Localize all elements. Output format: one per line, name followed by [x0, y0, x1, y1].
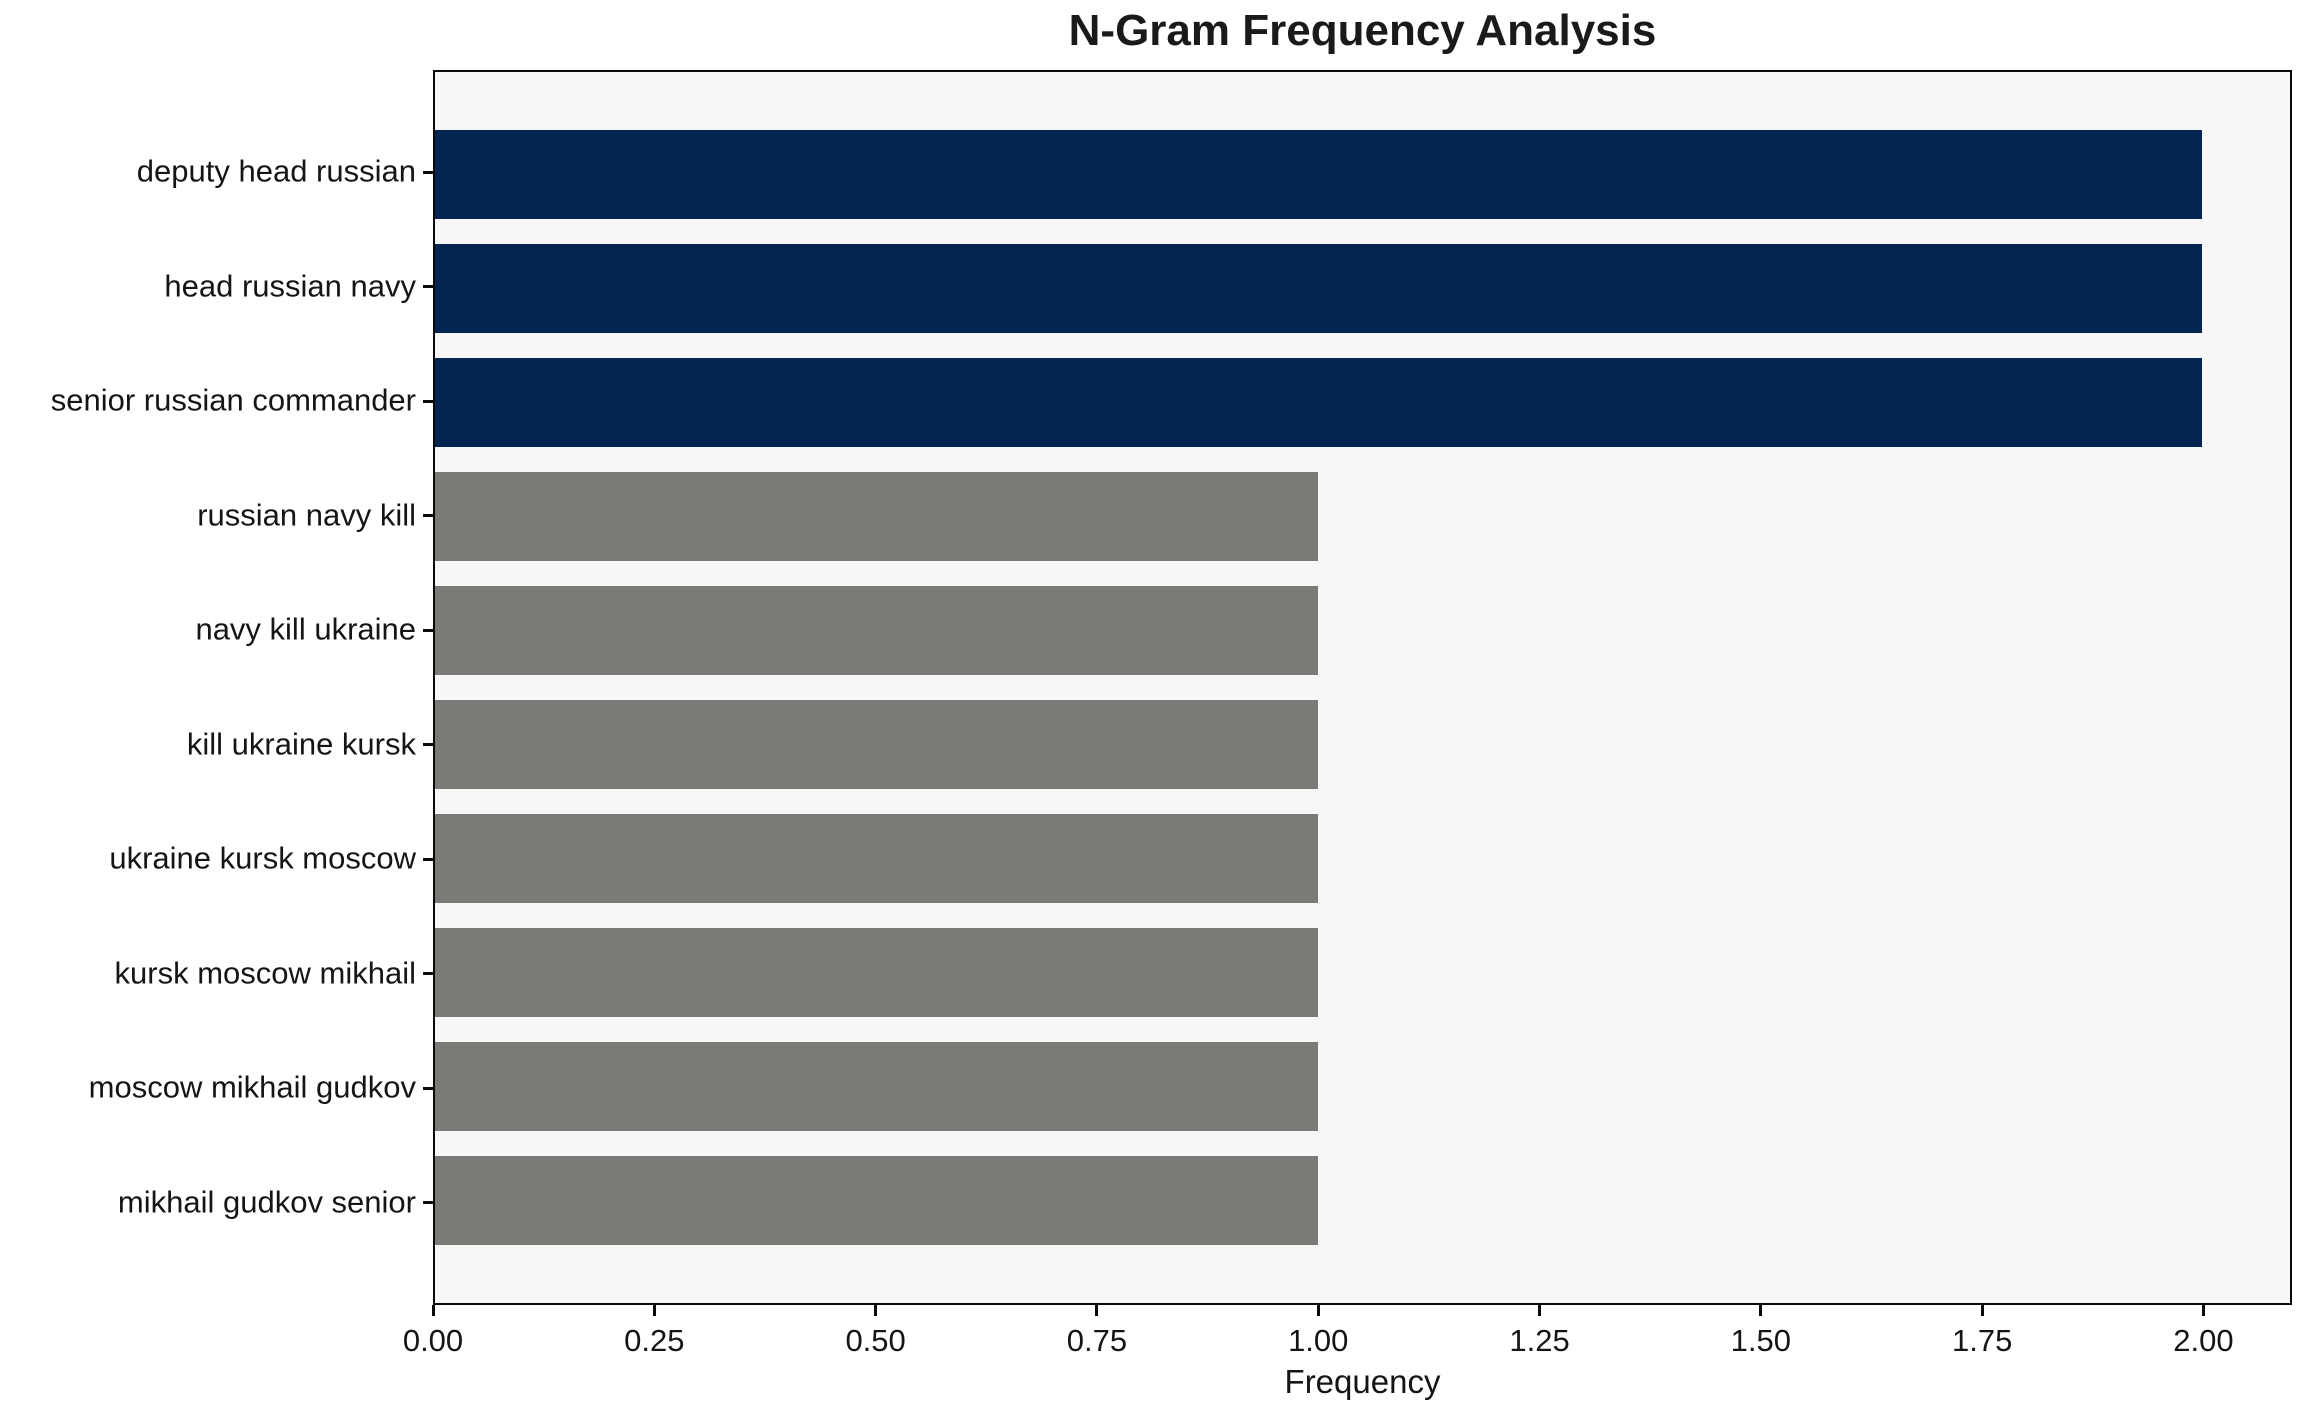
bar-row: [435, 1144, 2290, 1258]
bar: [435, 700, 1319, 790]
y-tick-mark: [423, 285, 433, 289]
y-tick-mark: [423, 1086, 433, 1090]
y-tick-mark: [423, 857, 433, 861]
x-axis-title: Frequency: [1284, 1363, 1441, 1400]
x-tick-mark: [2201, 1305, 2205, 1316]
bar: [435, 1156, 1319, 1246]
y-tick-label: navy kill ukraine: [195, 611, 416, 647]
y-tick-mark: [423, 399, 433, 403]
bar: [435, 585, 1319, 675]
y-tick-label: kursk moscow mikhail: [114, 955, 416, 991]
y-tick-mark: [423, 743, 433, 747]
bar-row: [435, 117, 2290, 231]
y-tick-mark: [423, 628, 433, 632]
y-tick-label: kill ukraine kursk: [186, 726, 416, 762]
x-tick-label: 0.25: [624, 1323, 685, 1358]
y-tick-label: senior russian commander: [50, 382, 416, 418]
x-tick-label: 1.75: [1951, 1323, 2013, 1358]
y-tick-label: russian navy kill: [197, 497, 416, 533]
y-tick-label: moscow mikhail gudkov: [88, 1069, 416, 1105]
y-tick-label: ukraine kursk moscow: [109, 840, 416, 876]
x-tick-label: 0.00: [402, 1323, 464, 1358]
bar-row: [435, 459, 2290, 573]
bar: [435, 928, 1319, 1018]
x-tick-mark: [652, 1305, 656, 1316]
bar: [435, 357, 2202, 447]
x-tick-label: 2.00: [2173, 1323, 2234, 1358]
x-tick-mark: [1316, 1305, 1320, 1316]
x-tick-label: 0.75: [1066, 1323, 1128, 1358]
x-tick-mark: [1980, 1305, 1984, 1316]
bar-row: [435, 231, 2290, 345]
bar: [435, 471, 1319, 561]
bar-row: [435, 916, 2290, 1030]
y-tick-label: head russian navy: [164, 268, 416, 304]
x-tick-mark: [874, 1305, 878, 1316]
bars-container: [435, 72, 2290, 1303]
chart-title: N-Gram Frequency Analysis: [1068, 6, 1657, 55]
y-tick-label: mikhail gudkov senior: [117, 1184, 416, 1220]
x-tick-label: 0.50: [845, 1323, 906, 1358]
bar: [435, 1042, 1319, 1132]
x-tick-label: 1.00: [1288, 1323, 1349, 1358]
bar-row: [435, 1030, 2290, 1144]
bar: [435, 129, 2202, 219]
x-tick-mark: [1095, 1305, 1099, 1316]
y-tick-mark: [423, 972, 433, 976]
y-tick-mark: [423, 514, 433, 518]
bar-row: [435, 345, 2290, 459]
y-tick-label: deputy head russian: [136, 153, 416, 189]
y-tick-mark: [423, 1201, 433, 1205]
bar-row: [435, 687, 2290, 801]
x-tick-mark: [1759, 1305, 1763, 1316]
bar: [435, 243, 2202, 333]
y-tick-mark: [423, 170, 433, 174]
x-tick-label: 1.50: [1730, 1323, 1792, 1358]
bar-row: [435, 573, 2290, 687]
plot-area: [433, 70, 2292, 1305]
x-tick-mark: [1538, 1305, 1542, 1316]
bar-row: [435, 802, 2290, 916]
x-tick-label: 1.25: [1509, 1323, 1570, 1358]
bar: [435, 814, 1319, 904]
x-tick-mark: [431, 1305, 435, 1316]
